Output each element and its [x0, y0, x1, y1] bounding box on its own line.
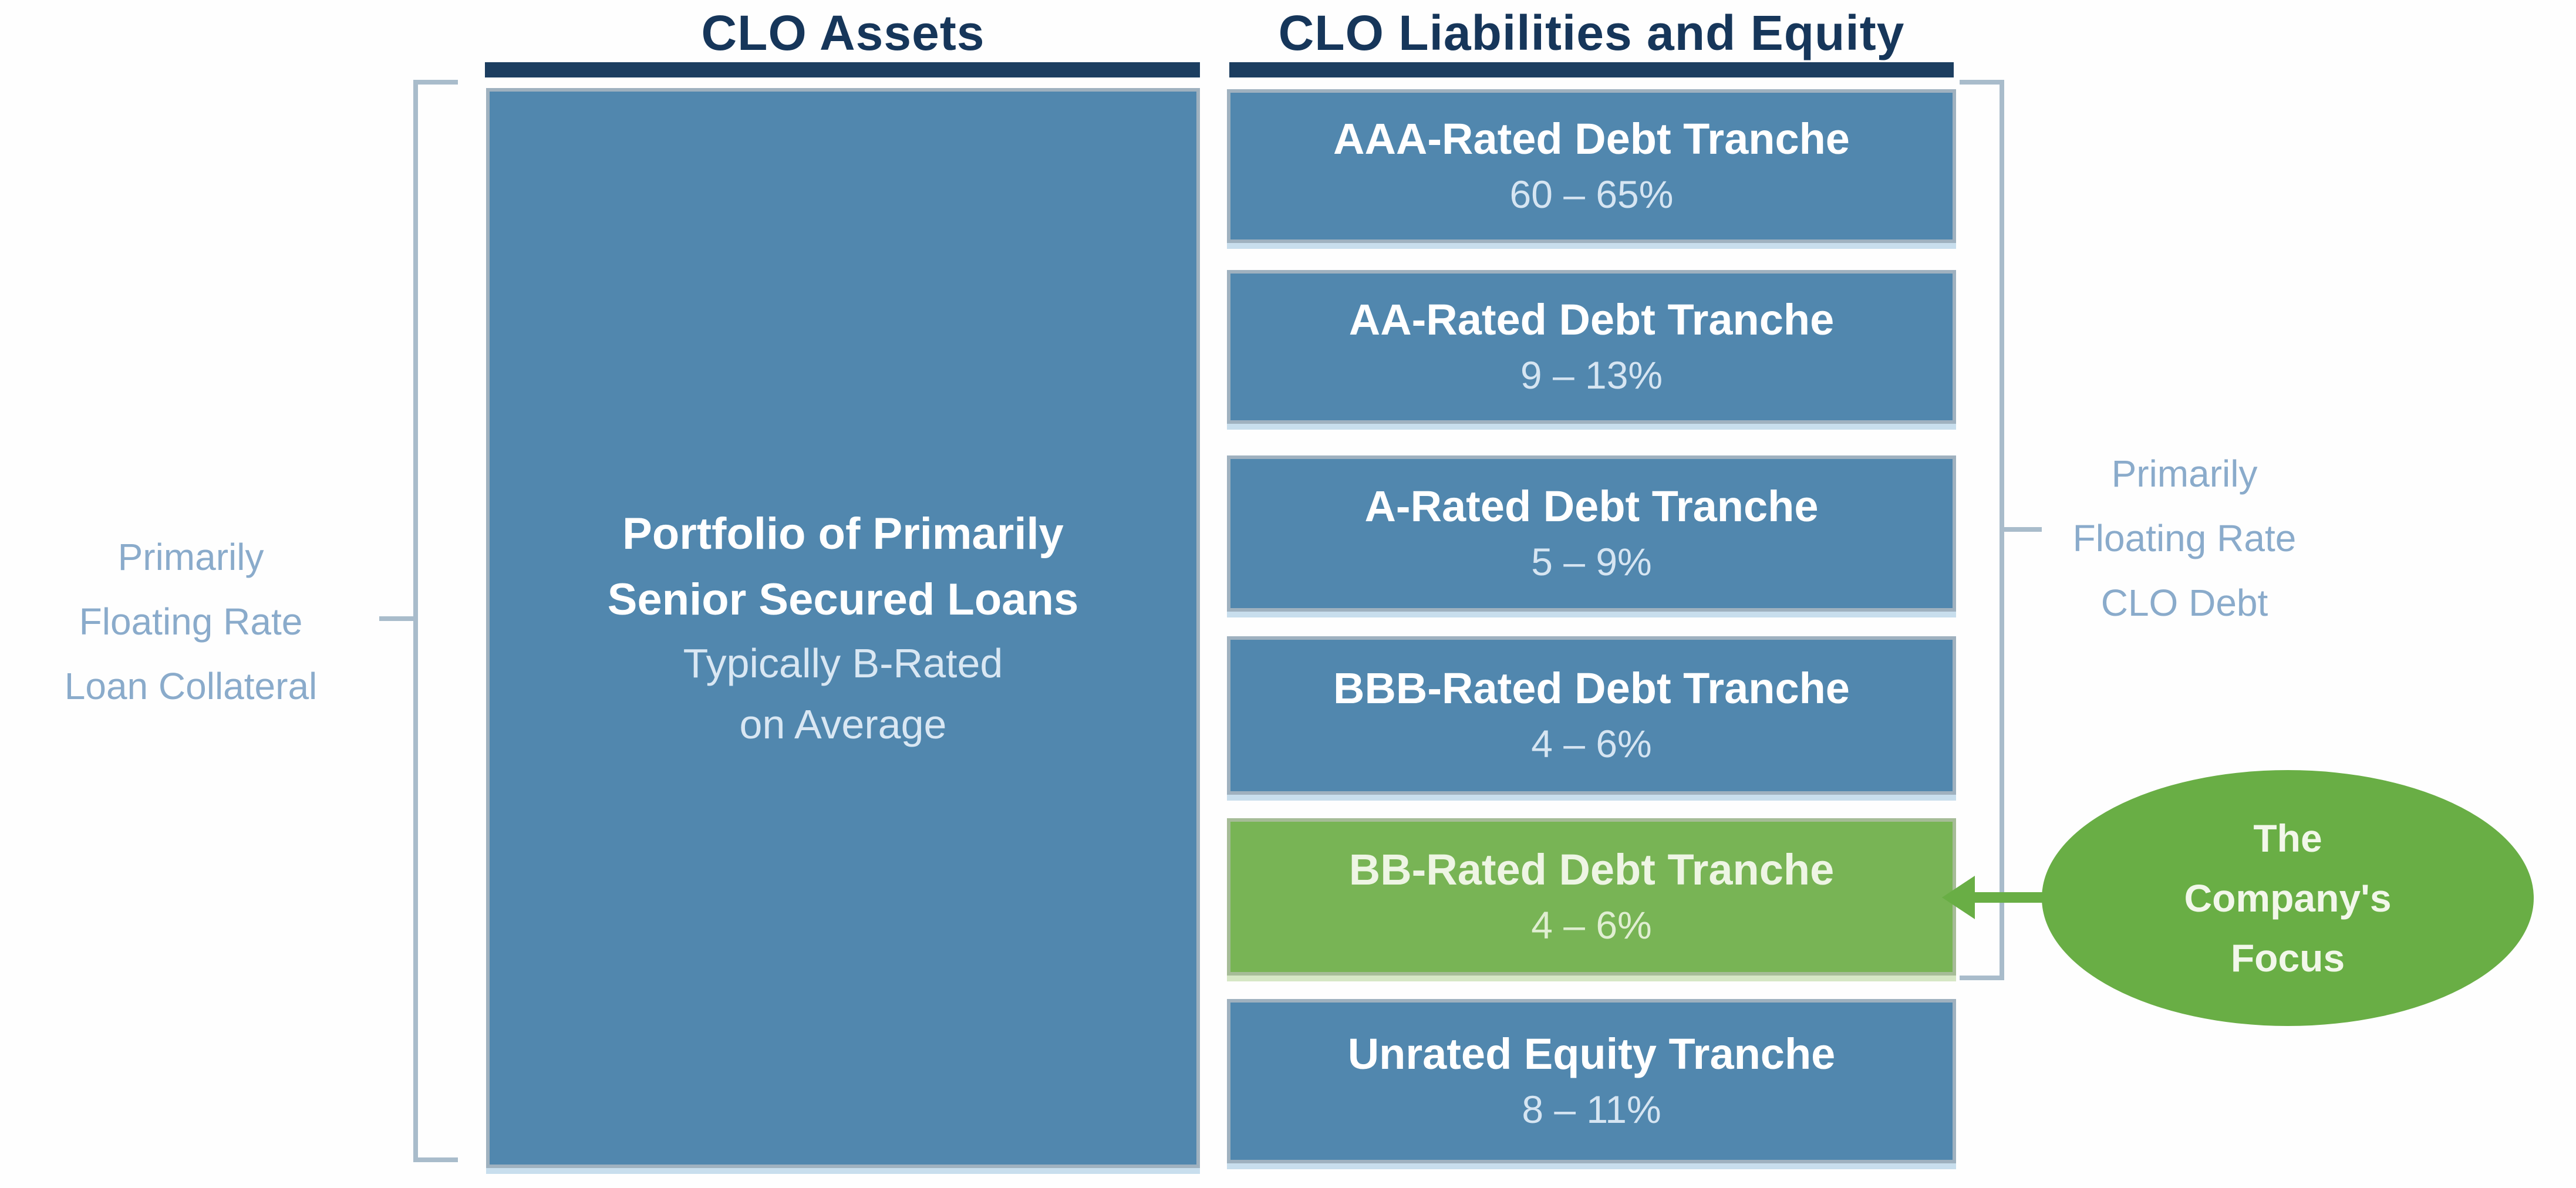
tranche-range: 9 – 13% [1520, 353, 1663, 397]
tranche-box-bb-highlighted: BB-Rated Debt Tranche 4 – 6% [1227, 818, 1956, 976]
tranche-range: 5 – 9% [1531, 540, 1652, 583]
clo-debt-label-line-1: Primarily [2111, 453, 2258, 495]
clo-liabilities-header: CLO Liabilities and Equity [1278, 5, 1905, 60]
loan-collateral-label-line-2: Floating Rate [79, 600, 303, 643]
clo-debt-bracket [1960, 80, 2004, 980]
tranche-label: Unrated Equity Tranche [1347, 1030, 1836, 1078]
clo-debt-label-line-3: CLO Debt [2100, 582, 2268, 624]
loan-collateral-label-line-1: Primarily [117, 536, 264, 578]
loan-collateral-label-line-3: Loan Collateral [64, 665, 318, 707]
focus-callout-line-3: Focus [2230, 936, 2345, 980]
tranche-label: BB-Rated Debt Tranche [1348, 845, 1835, 894]
clo-assets-header-rule [485, 62, 1200, 77]
tranche-box-bbb: BBB-Rated Debt Tranche 4 – 6% [1227, 636, 1956, 795]
portfolio-subtitle-line-2: on Average [739, 701, 947, 747]
loan-collateral-bracket-tick [379, 616, 416, 621]
tranche-label: AAA-Rated Debt Tranche [1333, 114, 1850, 163]
tranche-range: 4 – 6% [1531, 722, 1652, 765]
loan-collateral-bracket [413, 80, 458, 1162]
clo-debt-bracket-tick [2004, 527, 2042, 532]
tranche-box-a: A-Rated Debt Tranche 5 – 9% [1227, 455, 1956, 612]
portfolio-subtitle-line-1: Typically B-Rated [683, 640, 1003, 686]
tranche-label: A-Rated Debt Tranche [1364, 482, 1819, 531]
focus-callout-line-2: Company's [2184, 876, 2392, 920]
tranche-range: 4 – 6% [1531, 903, 1652, 947]
tranche-label: AA-Rated Debt Tranche [1348, 295, 1835, 344]
clo-assets-header: CLO Assets [701, 5, 985, 60]
portfolio-box: Portfolio of Primarily Senior Secured Lo… [486, 88, 1200, 1168]
tranche-range: 60 – 65% [1509, 173, 1674, 216]
focus-callout-line-1: The [2253, 816, 2322, 860]
tranche-box-aaa: AAA-Rated Debt Tranche 60 – 65% [1227, 89, 1956, 243]
tranche-box-equity: Unrated Equity Tranche 8 – 11% [1227, 999, 1956, 1163]
focus-arrow-shaft [1970, 892, 2052, 903]
portfolio-title-line-2: Senior Secured Loans [607, 575, 1079, 625]
portfolio-title-line-1: Portfolio of Primarily [622, 509, 1064, 559]
focus-arrow-left-arrowhead-icon [1942, 876, 1975, 919]
clo-debt-label: Primarily Floating Rate CLO Debt [2023, 441, 2346, 635]
clo-liabilities-header-rule [1229, 62, 1954, 77]
clo-debt-label-line-2: Floating Rate [2072, 517, 2297, 559]
tranche-box-aa: AA-Rated Debt Tranche 9 – 13% [1227, 270, 1956, 424]
loan-collateral-label: Primarily Floating Rate Loan Collateral [6, 525, 376, 718]
focus-callout-ellipse: The Company's Focus [2042, 770, 2534, 1026]
tranche-label: BBB-Rated Debt Tranche [1333, 664, 1850, 713]
tranche-range: 8 – 11% [1522, 1088, 1661, 1131]
